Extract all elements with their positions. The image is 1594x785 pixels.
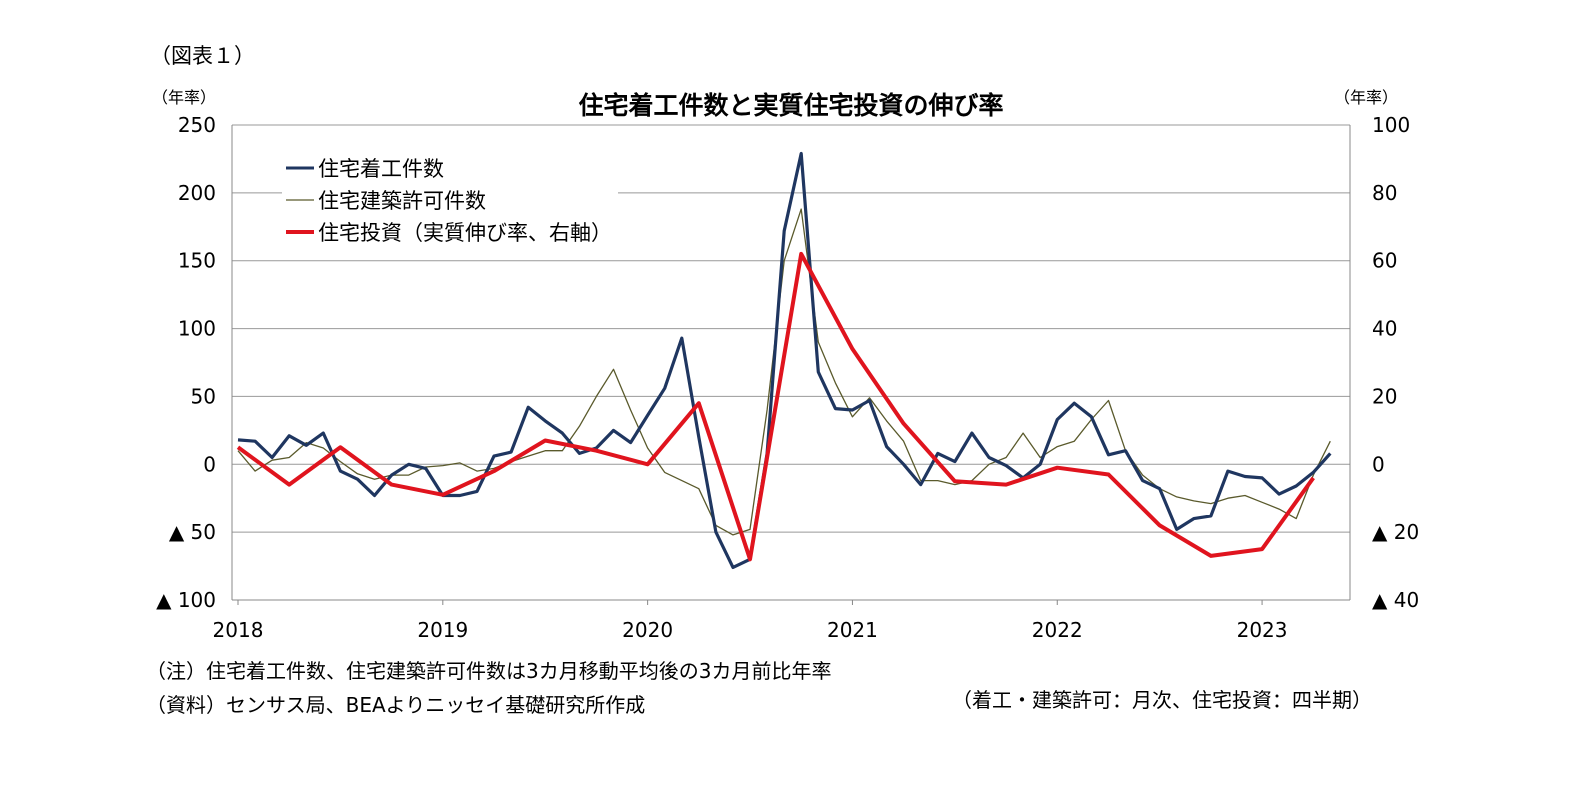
- right-tick-label: 60: [1372, 249, 1397, 273]
- x-tick-label: 2022: [1032, 618, 1083, 642]
- right-axis-unit: （年率）: [1334, 88, 1399, 107]
- series-line-0: [237, 151, 1332, 570]
- legend-item-starts: 住宅着工件数: [286, 152, 612, 184]
- chart-title: 住宅着工件数と実質住宅投資の伸び率: [0, 86, 1594, 122]
- legend-label-investment: 住宅投資（実質伸び率、右軸）: [318, 221, 612, 245]
- left-tick-labels: 250 200 150 100 50 0 ▲ 50 ▲ 100: [156, 113, 216, 612]
- left-tick-label: 200: [178, 181, 216, 205]
- right-tick-label: 100: [1372, 113, 1410, 137]
- series-line-1: [237, 208, 1331, 536]
- chart-source: （資料）センサス局、BEAよりニッセイ基礎研究所作成: [146, 693, 646, 717]
- legend: 住宅着工件数 住宅建築許可件数 住宅投資（実質伸び率、右軸）: [282, 152, 618, 248]
- left-tick-label: ▲ 50: [169, 520, 216, 544]
- right-tick-label: 20: [1372, 384, 1397, 408]
- series-lines: [236, 151, 1332, 570]
- legend-item-permits: 住宅建築許可件数: [286, 184, 612, 216]
- left-axis-unit: （年率）: [152, 88, 217, 107]
- x-tick-label: 2020: [622, 618, 673, 642]
- left-tick-label: 150: [178, 249, 216, 273]
- right-tick-label: 40: [1372, 317, 1397, 341]
- legend-label-starts: 住宅着工件数: [318, 157, 444, 181]
- legend-item-investment: 住宅投資（実質伸び率、右軸）: [286, 216, 612, 248]
- x-tick-labels: 2018 2019 2020 2021 2022 2023: [213, 618, 1288, 642]
- x-tick-label: 2019: [417, 618, 468, 642]
- right-tick-label: ▲ 20: [1372, 520, 1419, 544]
- chart-title-text: 住宅着工件数と実質住宅投資の伸び率: [578, 91, 1004, 120]
- left-tick-label: 100: [178, 317, 216, 341]
- right-tick-label: 0: [1372, 452, 1385, 476]
- chart-frequency: （着工・建築許可：月次、住宅投資：四半期）: [952, 688, 1372, 712]
- chart-note: （注）住宅着工件数、住宅建築許可件数は3カ月移動平均後の3カ月前比年率: [146, 659, 832, 683]
- right-tick-label: 80: [1372, 181, 1397, 205]
- x-tick-label: 2023: [1237, 618, 1288, 642]
- left-tick-label: 0: [203, 452, 216, 476]
- series-line-2: [236, 251, 1315, 562]
- axes: [231, 125, 1351, 605]
- x-tick-label: 2021: [827, 618, 878, 642]
- figure-label: （図表１）: [150, 44, 255, 68]
- x-tick-label: 2018: [213, 618, 264, 642]
- right-tick-label: ▲ 40: [1372, 588, 1419, 612]
- left-tick-label: ▲ 100: [156, 588, 216, 612]
- left-tick-label: 250: [178, 113, 216, 137]
- legend-label-permits: 住宅建築許可件数: [318, 189, 486, 213]
- left-tick-label: 50: [191, 384, 216, 408]
- right-tick-labels: 100 80 60 40 20 0 ▲ 20 ▲ 40: [1372, 113, 1419, 612]
